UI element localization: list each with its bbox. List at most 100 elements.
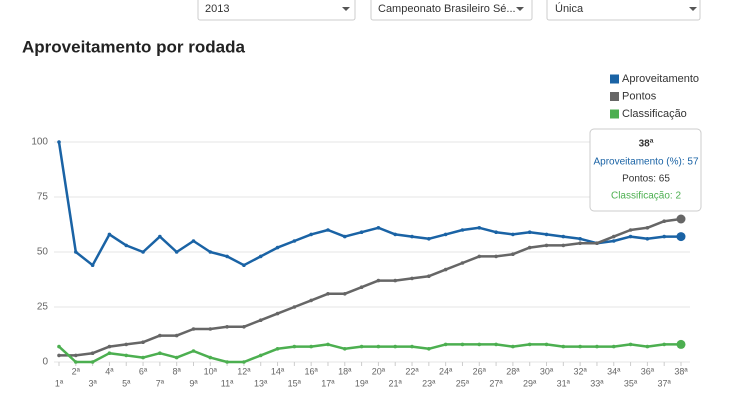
series-line [58,343,681,364]
x-tick-label: 24ª [439,366,453,376]
data-point [208,327,213,331]
data-point [124,353,129,358]
data-point [561,234,566,239]
x-tick-label: 37ª [658,378,672,388]
data-point [242,263,246,268]
data-point [410,344,414,349]
data-point [208,355,213,360]
data-point [292,344,297,349]
x-tick-label: 35ª [624,378,638,388]
dropdown-arrow [342,7,350,11]
data-point [174,355,179,360]
x-tick-label: 2ª [72,366,81,376]
x-tick-label: 4ª [105,366,114,376]
x-tick-label: 27ª [489,378,503,388]
data-point [359,230,364,234]
data-point [107,351,112,356]
data-point [544,243,549,248]
data-point [376,226,381,230]
data-point [494,254,498,259]
data-point [90,263,95,268]
data-point [141,340,145,345]
data-point [359,285,364,290]
data-point [275,245,280,250]
data-point [57,140,61,144]
x-tick-label: 12ª [237,366,251,376]
data-point [174,333,179,338]
data-point [611,234,616,239]
x-tick-label: 19ª [355,378,369,388]
chart-title: Aproveitamento por rodada [22,37,245,56]
data-point [90,360,95,364]
data-point [561,243,566,248]
data-point [460,228,465,232]
data-point [225,254,229,259]
y-tick-label: 100 [31,137,48,148]
data-point [376,344,381,349]
x-tick-label: 21ª [389,378,403,388]
tooltip: 38ª Aproveitamento (%): 57 Pontos: 65 Cl… [589,128,702,212]
x-tick-label: 1ª [55,378,64,388]
legend-swatch [610,74,619,84]
data-point [191,239,196,243]
data-point [258,254,263,259]
y-tick-label: 50 [37,247,49,258]
x-tick-label: 36ª [641,366,655,376]
data-point [342,292,347,296]
data-point [628,234,633,239]
data-point [561,344,566,349]
data-point [141,355,145,360]
tooltip-line: Aproveitamento (%): 57 [593,157,698,168]
data-point [628,228,633,232]
data-point [242,360,246,364]
x-tick-label: 26ª [473,366,487,376]
data-point [141,250,145,254]
data-point [74,360,78,364]
data-point [225,360,229,364]
x-tick-label: 38ª [674,366,688,376]
data-point [393,278,398,283]
dropdown[interactable] [370,0,533,21]
data-point [676,232,686,242]
x-tick-label: 11ª [221,378,234,388]
data-point [309,232,313,237]
data-point [342,347,347,351]
data-point [410,234,414,239]
data-point [477,254,482,259]
legend-swatch [610,92,619,101]
x-tick-label: 23ª [422,378,436,388]
data-point [676,214,686,224]
dropdown[interactable] [546,0,701,21]
data-point [326,292,330,296]
data-point [611,239,616,243]
x-tick-label: 28ª [506,366,520,376]
data-point [611,344,616,349]
data-point [544,342,549,347]
x-tick-label: 14ª [271,366,285,376]
data-point [275,347,280,351]
data-point [208,250,213,254]
dropdown-value: Campeonato Brasileiro Sé... [378,3,516,15]
tooltip-box [589,128,702,212]
data-point [191,327,196,331]
data-point [511,232,515,237]
x-tick-label: 31ª [557,378,571,388]
data-point [676,339,686,349]
x-tick-label: 5ª [122,378,131,388]
x-tick-label: 18ª [338,366,352,376]
data-point [544,232,549,237]
series-line [59,217,682,357]
dropdown-arrow [516,7,524,11]
data-point [427,274,431,279]
x-tick-label: 17ª [321,378,335,388]
data-point [645,226,650,230]
data-point [527,230,532,234]
data-point [595,344,599,349]
dropdown[interactable] [197,0,356,21]
tooltip-line: Classificação: 2 [611,191,681,202]
x-tick-label: 20ª [372,366,386,376]
data-point [460,261,465,265]
data-point [393,344,398,349]
